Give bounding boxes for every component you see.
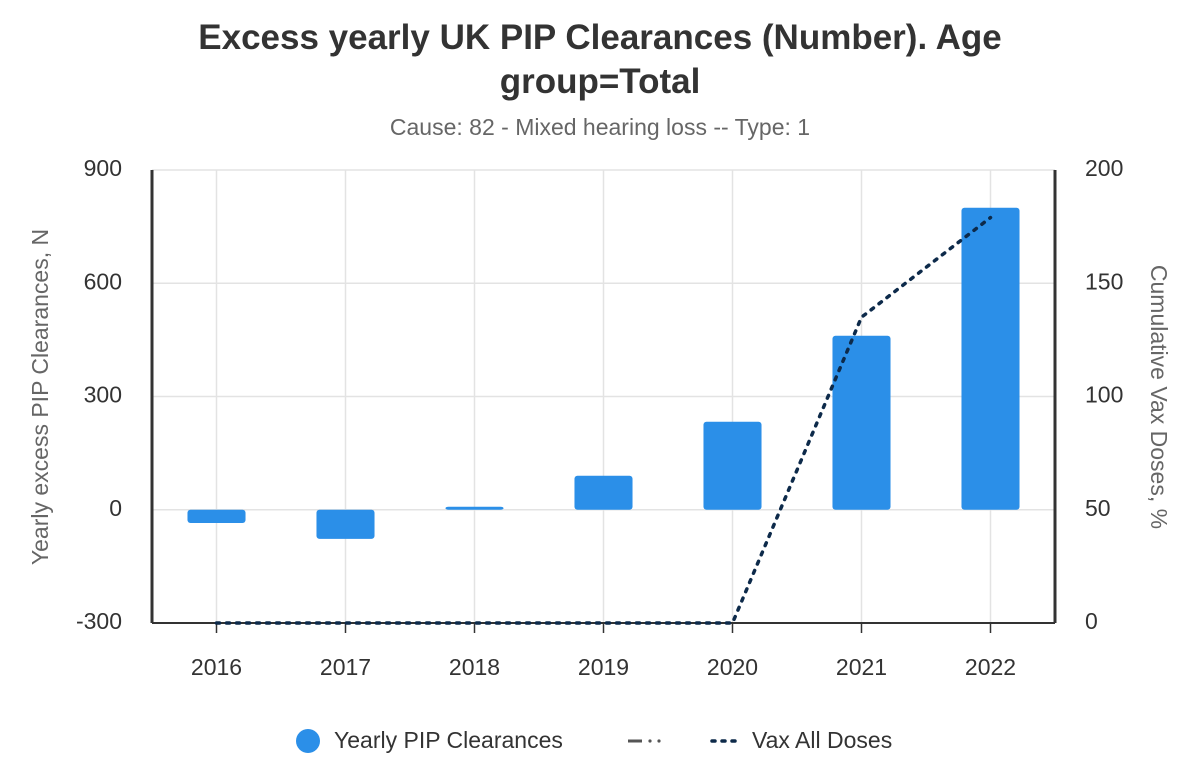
x-tick-label: 2022 xyxy=(965,654,1016,680)
y2-tick-label: 0 xyxy=(1085,608,1098,634)
legend-label: Vax All Doses xyxy=(752,727,892,753)
bar xyxy=(316,509,375,539)
legend-symbol xyxy=(657,739,661,743)
bar xyxy=(574,475,633,510)
y-tick-label: 0 xyxy=(109,495,122,521)
y-tick-label: 600 xyxy=(84,268,122,294)
y-tick-label: 300 xyxy=(84,382,122,408)
bar xyxy=(187,509,246,523)
line xyxy=(214,215,993,625)
chart-subtitle: Cause: 82 - Mixed hearing loss -- Type: … xyxy=(389,114,811,140)
y2-tick-label: 200 xyxy=(1085,155,1123,181)
chart-title: Excess yearly UK PIP Clearances (Number)… xyxy=(198,18,1002,101)
legend-label: Yearly PIP Clearances xyxy=(334,727,563,753)
bar xyxy=(832,335,891,510)
x-tick-label: 2021 xyxy=(836,654,887,680)
legend-decoration xyxy=(628,739,661,743)
y2-axis-label: Cumulative Vax Doses, % xyxy=(1146,265,1172,529)
bar xyxy=(703,421,762,510)
x-tick-label: 2018 xyxy=(449,654,500,680)
x-tick-label: 2019 xyxy=(578,654,629,680)
y-axis-label: Yearly excess PIP Clearances, N xyxy=(27,229,53,565)
y2-tick-label: 100 xyxy=(1085,382,1123,408)
x-tick-label: 2016 xyxy=(191,654,242,680)
y2-tick-label: 150 xyxy=(1085,268,1123,294)
y2-tick-label: 50 xyxy=(1085,495,1111,521)
y-tick-label: -300 xyxy=(76,608,122,634)
y-tick-label: 900 xyxy=(84,155,122,181)
bar xyxy=(961,207,1020,510)
x-tick-label: 2020 xyxy=(707,654,758,680)
legend-symbol xyxy=(648,739,652,743)
legend-symbol xyxy=(296,729,320,753)
x-tick-label: 2017 xyxy=(320,654,371,680)
bar xyxy=(445,506,504,510)
